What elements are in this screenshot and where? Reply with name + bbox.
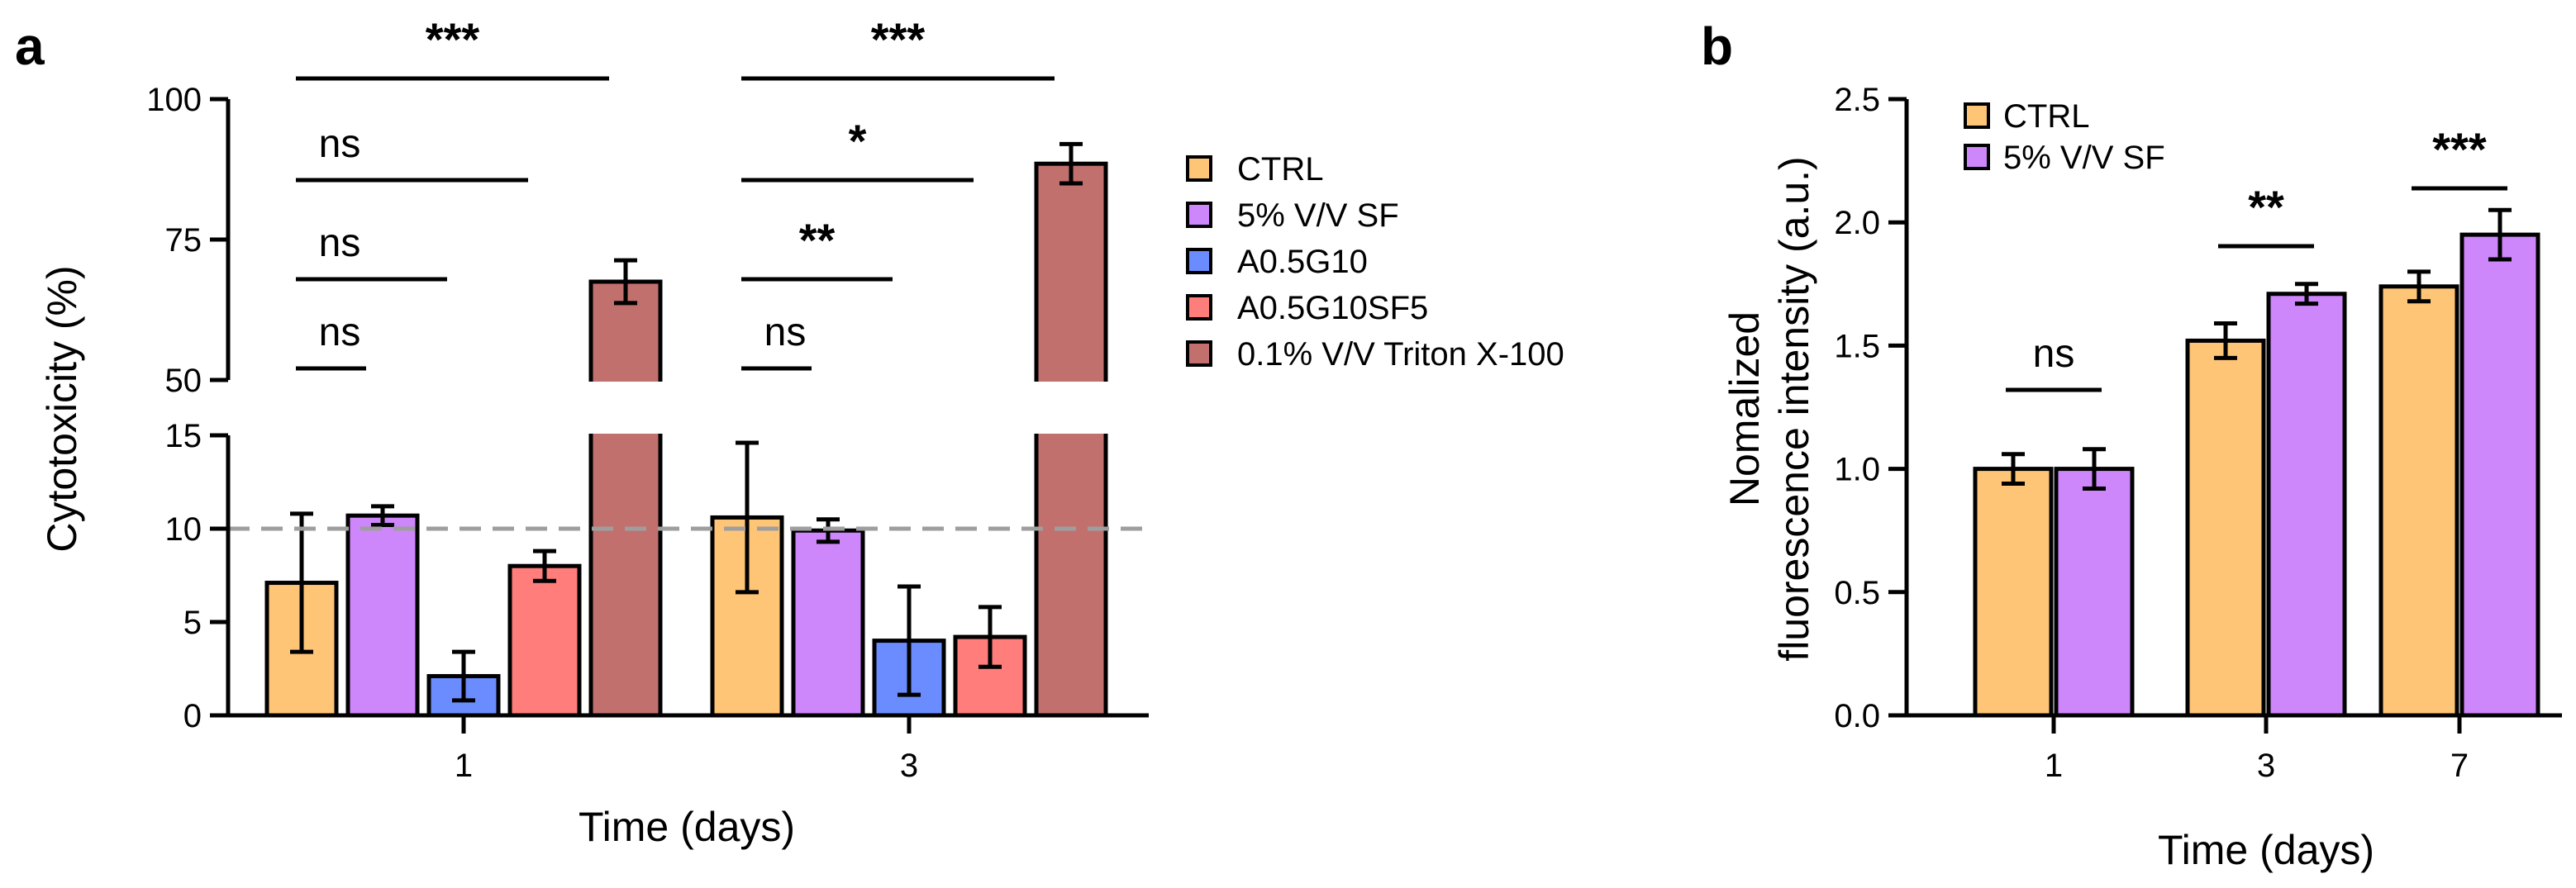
- a-axis-break-gap: [235, 382, 1155, 434]
- panel-b-axes: 0.0 0.5 1.0 1.5 2.0 2.5 1 3 7: [1834, 82, 2562, 784]
- a-y-tick-label-75: 75: [165, 222, 202, 259]
- b-legend-label-ctrl: CTRL: [2003, 98, 2089, 135]
- a-legend-label-0-1-v-v-triton-x-100: 0.1% V/V Triton X-100: [1237, 336, 1564, 373]
- a-sig-day3-0-1-v-v-triton-x-100-label: ***: [871, 13, 926, 65]
- b-bar-5-v-v-sf-day1: [2054, 467, 2135, 718]
- b-y-tick-label-1-0: 1.0: [1834, 452, 1880, 488]
- b-bar-5-v-v-sf-day7: [2459, 232, 2540, 718]
- a-legend-label-a0-5g10: A0.5G10: [1237, 244, 1368, 280]
- b-y-tick-label-0-0: 0.0: [1834, 698, 1880, 734]
- b-legend-swatch-ctrl: [1964, 102, 1990, 129]
- b-x-tick-label-7: 7: [2450, 748, 2469, 784]
- panel-a-letter: a: [15, 17, 45, 76]
- a-y-tick-label-0: 0: [183, 698, 202, 734]
- a-sig-day3-5-v-v-sf-label: ns: [764, 311, 807, 354]
- panel-a-axes: 0 5 10 15 50 75 100 1 3: [146, 82, 1149, 784]
- b-legend-swatch-5-v-v-sf: [1964, 144, 1990, 170]
- panel-b-significance: ns*****: [2006, 123, 2507, 392]
- a-legend-swatch-a0-5g10: [1186, 248, 1212, 274]
- b-x-tick-label-1: 1: [2045, 748, 2063, 784]
- b-bar-ctrl-day7: [2378, 284, 2459, 718]
- a-legend-swatch-0-1-v-v-triton-x-100: [1186, 340, 1212, 367]
- b-y-tick-label-1-5: 1.5: [1834, 328, 1880, 364]
- a-sig-day1-a0-5g10sf5-label: ns: [319, 122, 361, 166]
- panel-b-y-axis-title-line1: Nomalized: [1721, 311, 1768, 506]
- a-bar-0-1-v-v-triton-x-100-day3: [1034, 161, 1108, 718]
- panel-b-x-axis-title: Time (days): [2158, 827, 2374, 873]
- a-x-tick-label-1: 1: [455, 748, 473, 784]
- a-y-tick-label-100: 100: [146, 82, 202, 118]
- a-bar-a0-5g10sf5-day1: [507, 563, 582, 718]
- a-legend-label-5-v-v-sf: 5% V/V SF: [1237, 197, 1399, 234]
- panel-b-y-axis-title-line2: fluorescence intensity (a.u.): [1771, 156, 1817, 661]
- a-sig-day3-a0-5g10-label: **: [799, 214, 836, 266]
- panel-b-letter: b: [1701, 17, 1733, 76]
- a-legend-swatch-a0-5g10sf5: [1186, 294, 1212, 321]
- a-y-tick-label-10: 10: [165, 511, 202, 548]
- a-x-tick-label-3: 3: [900, 748, 918, 784]
- a-sig-day1-0-1-v-v-triton-x-100-label: ***: [426, 13, 480, 65]
- a-legend-label-ctrl: CTRL: [1237, 151, 1323, 188]
- b-y-tick-label-2-0: 2.0: [1834, 205, 1880, 241]
- b-bar-5-v-v-sf-day3: [2266, 292, 2347, 718]
- panel-a-y-axis-title: Cytotoxicity (%): [39, 265, 85, 552]
- panel-b-legend: CTRL 5% V/V SF: [1964, 98, 2165, 176]
- b-sig-day1-label: ns: [2033, 332, 2075, 376]
- b-bar-ctrl-day1: [1973, 467, 2054, 718]
- panel-a-x-axis-title: Time (days): [579, 804, 795, 850]
- a-sig-day1-a0-5g10-label: ns: [319, 221, 361, 265]
- a-legend-label-a0-5g10sf5: A0.5G10SF5: [1237, 290, 1428, 326]
- a-sig-day3-a0-5g10sf5-label: *: [849, 115, 867, 167]
- a-legend-swatch-ctrl: [1186, 155, 1212, 182]
- b-sig-day7-label: ***: [2432, 123, 2487, 175]
- panel-b-bars: [1973, 207, 2540, 718]
- a-y-tick-label-50: 50: [165, 363, 202, 399]
- a-bar-5-v-v-sf-day1: [345, 513, 420, 718]
- b-legend-label-5-v-v-sf: 5% V/V SF: [2003, 140, 2165, 176]
- a-bar-0-1-v-v-triton-x-100-day1: [588, 279, 663, 718]
- b-x-tick-label-3: 3: [2257, 748, 2275, 784]
- b-y-tick-label-2-5: 2.5: [1834, 82, 1880, 118]
- panel-a-bars: [228, 141, 1155, 718]
- a-y-tick-label-5: 5: [183, 605, 202, 641]
- b-bar-ctrl-day3: [2185, 338, 2266, 718]
- a-y-tick-label-15: 15: [165, 418, 202, 454]
- panel-a-legend: CTRL 5% V/V SF A0.5G10 A0.5G10SF5 0.1% V/V T…: [1186, 151, 1564, 373]
- a-sig-day1-5-v-v-sf-label: ns: [319, 311, 361, 354]
- b-y-tick-label-0-5: 0.5: [1834, 575, 1880, 611]
- a-bar-5-v-v-sf-day3: [791, 528, 865, 718]
- b-sig-day3-label: **: [2248, 181, 2284, 233]
- a-legend-swatch-5-v-v-sf: [1186, 202, 1212, 228]
